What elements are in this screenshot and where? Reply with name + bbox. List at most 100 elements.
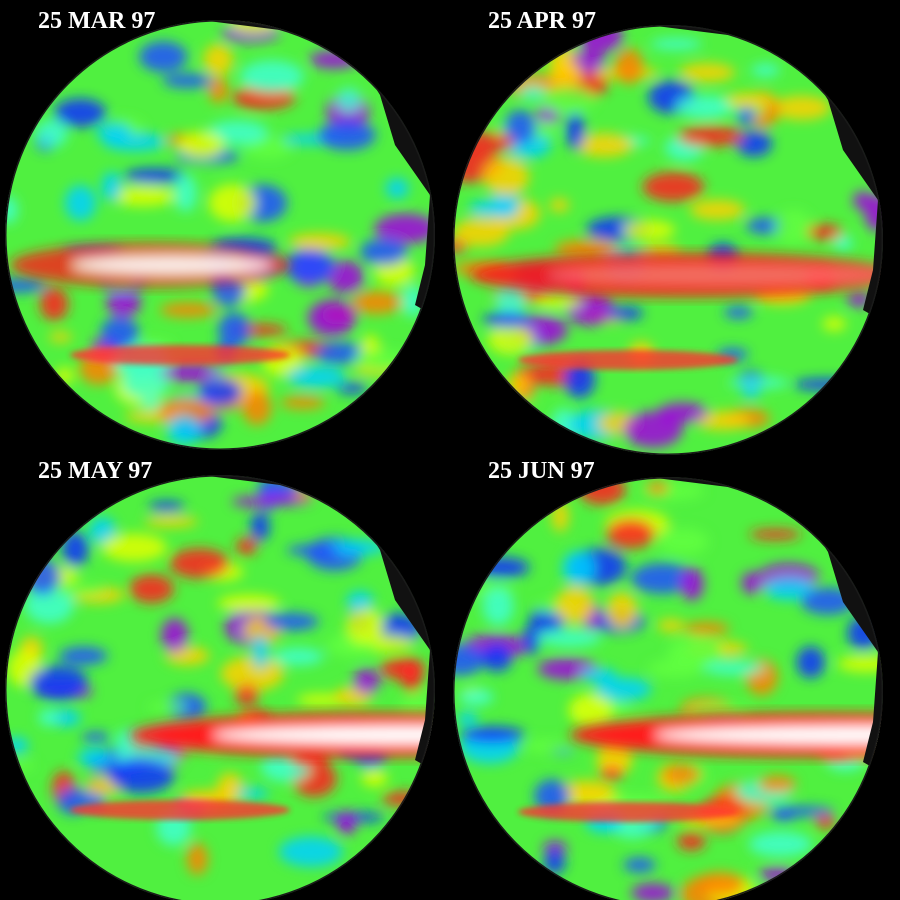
anomaly-blob xyxy=(156,363,225,383)
anomaly-blob xyxy=(38,709,60,727)
anomaly-blob xyxy=(336,811,357,836)
anomaly-blob xyxy=(240,60,304,93)
anomaly-blob xyxy=(555,586,595,624)
anomaly-blob xyxy=(159,302,217,318)
anomaly-blob xyxy=(522,625,541,655)
anomaly-blob xyxy=(272,647,324,666)
anomaly-blob xyxy=(606,592,638,630)
anomaly-blob xyxy=(580,667,617,683)
south-band xyxy=(518,350,738,370)
anomaly-blob xyxy=(677,832,706,851)
anomaly-blob xyxy=(741,571,764,595)
anomaly-blob xyxy=(167,693,207,721)
anomaly-blob xyxy=(100,316,139,350)
south-band xyxy=(70,345,290,365)
anomaly-blob xyxy=(774,209,813,245)
anomaly-blob xyxy=(481,643,513,672)
anomaly-blob xyxy=(606,518,656,549)
anomaly-blob xyxy=(599,766,624,781)
anomaly-blob xyxy=(540,86,596,113)
anomaly-blob xyxy=(220,656,284,692)
anomaly-blob xyxy=(129,574,174,604)
anomaly-blob xyxy=(314,342,365,365)
anomaly-blob xyxy=(642,172,705,202)
anomaly-blob xyxy=(523,738,575,754)
anomaly-blob xyxy=(657,619,685,632)
south-band xyxy=(518,802,738,822)
anomaly-blob xyxy=(554,239,619,258)
anomaly-blob xyxy=(64,185,96,221)
anomaly-blob xyxy=(657,402,709,424)
land xyxy=(120,475,280,485)
anomaly-blob xyxy=(663,763,701,785)
anomaly-blob xyxy=(468,199,520,218)
anomaly-blob xyxy=(646,481,669,495)
anomaly-blob xyxy=(749,529,802,540)
anomaly-blob xyxy=(852,191,872,210)
anomaly-blob xyxy=(208,76,229,104)
anomaly-blob xyxy=(161,618,189,653)
anomaly-blob xyxy=(677,126,744,147)
anomaly-blob xyxy=(751,63,780,77)
anomaly-blob xyxy=(549,198,570,212)
panel-label: 25 MAY 97 xyxy=(38,458,152,484)
anomaly-blob xyxy=(614,48,644,85)
anomaly-blob xyxy=(162,73,213,89)
anomaly-blob xyxy=(147,701,187,713)
anomaly-blob xyxy=(217,594,281,612)
anomaly-blob xyxy=(88,516,117,545)
anomaly-blob xyxy=(595,677,652,701)
anomaly-blob xyxy=(157,397,215,425)
equatorial-band xyxy=(570,713,883,757)
anomaly-blob xyxy=(483,311,532,328)
anomaly-blob xyxy=(568,693,613,728)
anomaly-blob xyxy=(683,622,730,635)
anomaly-blob xyxy=(695,411,751,431)
band-white xyxy=(212,726,435,744)
anomaly-blob xyxy=(630,563,695,594)
anomaly-blob xyxy=(657,528,709,556)
globe xyxy=(5,20,435,450)
anomaly-blob xyxy=(723,92,776,107)
anomaly-blob xyxy=(336,87,362,112)
anomaly-blob xyxy=(39,287,69,321)
anomaly-blob xyxy=(250,511,270,542)
equatorial-band xyxy=(470,253,883,297)
anomaly-blob xyxy=(101,171,122,202)
anomaly-blob xyxy=(58,646,108,665)
anomaly-blob xyxy=(234,684,260,706)
anomaly-blob xyxy=(534,295,582,309)
globe xyxy=(453,25,883,455)
anomaly-blob xyxy=(504,109,537,145)
anomaly-blob xyxy=(335,382,368,394)
land xyxy=(568,477,728,487)
anomaly-blob xyxy=(123,168,187,184)
anomaly-blob xyxy=(559,780,615,804)
anomaly-blob xyxy=(169,548,230,579)
anomaly-blob xyxy=(816,815,836,829)
anomaly-blob xyxy=(623,857,656,873)
anomaly-blob xyxy=(208,184,257,222)
anomaly-blob xyxy=(174,174,197,212)
land xyxy=(568,25,728,35)
anomaly-blob xyxy=(96,122,132,143)
ocean xyxy=(5,475,435,900)
anomaly-blob xyxy=(5,196,18,224)
anomaly-blob xyxy=(537,629,602,647)
anomaly-blob xyxy=(703,660,765,676)
anomaly-blob xyxy=(352,668,380,695)
anomaly-blob xyxy=(326,260,364,294)
anomaly-blob xyxy=(402,284,424,318)
anomaly-blob xyxy=(689,199,746,220)
equatorial-band xyxy=(130,713,435,757)
anomaly-blob xyxy=(198,378,243,406)
anomaly-blob xyxy=(207,120,269,145)
anomaly-blob xyxy=(325,539,387,556)
anomaly-blob xyxy=(822,316,846,332)
anomaly-blob xyxy=(495,280,526,319)
anomaly-blob xyxy=(107,758,175,794)
anomaly-blob xyxy=(453,217,510,247)
anomaly-blob xyxy=(748,831,813,857)
